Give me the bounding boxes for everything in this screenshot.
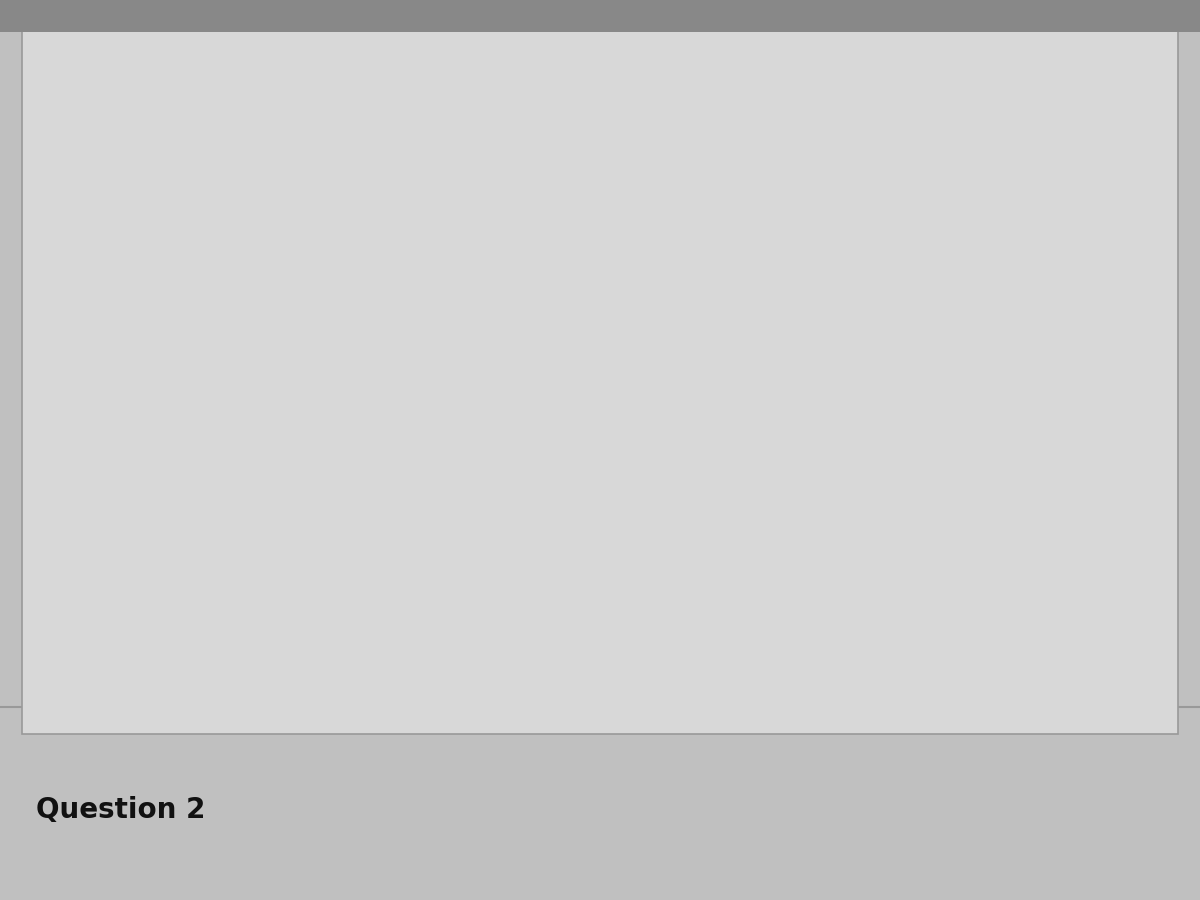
Text: $\mathregular{HCl + H_2O\ \longrightarrow\ Cl^- + 2\ OH^-}$: $\mathregular{HCl + H_2O\ \longrightarro…	[138, 267, 558, 300]
Text: Which of these correctly shows the acid behavior of hydrochloric acid?: Which of these correctly shows the acid …	[48, 94, 1102, 121]
Circle shape	[65, 647, 91, 667]
Text: 2 /: 2 /	[1141, 693, 1170, 713]
Text: $\mathregular{HCl + H_2O\ \longrightarrow\ Cl^- + H_3O^+}$: $\mathregular{HCl + H_2O\ \longrightarro…	[138, 401, 544, 436]
Text: $\mathregular{HCl + H_3O^+\ \longrightarrow\ Cl^- + H_2O}$: $\mathregular{HCl + H_3O^+\ \longrightar…	[138, 518, 550, 553]
Text: Question 2: Question 2	[36, 796, 205, 824]
Circle shape	[54, 639, 102, 675]
Text: $\mathregular{HCl + H_2O\ \longrightarrow\ H_2Cl + OH^-}$: $\mathregular{HCl + H_2O\ \longrightarro…	[138, 641, 539, 673]
